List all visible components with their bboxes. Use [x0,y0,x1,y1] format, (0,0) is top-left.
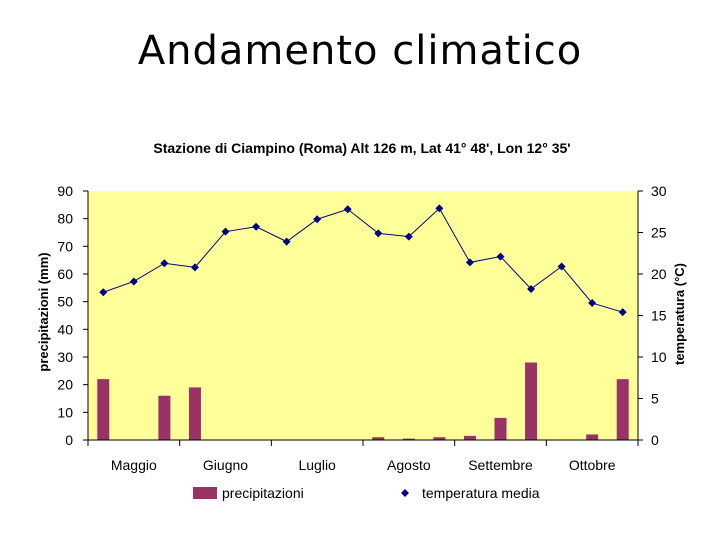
temperature-point [374,229,383,238]
precipitation-bar [158,395,171,440]
precipitation-bar [97,379,110,440]
temperature-point [190,263,199,272]
temperature-point [221,227,230,236]
y-tick-label-left: 30 [57,349,73,365]
precipitation-bar [188,387,201,440]
temperature-point [618,308,627,317]
x-tick-label: Luglio [298,457,336,473]
legend-label-precipitazioni: precipitazioni [222,485,304,501]
y-tick-label-left: 20 [57,377,73,393]
y-tick-label-right: 0 [651,432,659,448]
temperature-point [435,204,444,213]
temperature-point [343,205,352,214]
temperature-point [99,288,108,297]
x-tick-label: Maggio [111,457,157,473]
y-tick-label-right: 20 [651,266,667,282]
temperature-point [496,252,505,261]
precipitation-bar [616,379,629,440]
temperature-point [404,232,413,241]
temperature-line-path [103,207,623,313]
y-tick-label-left: 80 [57,211,73,227]
y-tick-label-right: 25 [651,225,667,241]
y-tick-label-left: 60 [57,266,73,282]
temperature-point [557,262,566,271]
plot-area [88,191,638,440]
y-tick-label-right: 10 [651,349,667,365]
precipitation-bar [463,435,476,440]
slide-title: Andamento climatico [137,28,583,74]
temperature-point [129,277,138,286]
temperature-point [252,222,261,231]
legend-swatch-precipitazioni [193,487,217,499]
temperature-point [527,284,536,293]
y-tick-label-left: 40 [57,321,73,337]
y-axis-right-label: temperatura (°C) [672,263,687,365]
x-tick-label: Settembre [468,457,533,473]
x-tick-label: Giugno [203,457,248,473]
temperature-line [99,204,627,317]
legend-label-temperatura: temperatura media [422,485,540,501]
chart-title: Stazione di Ciampino (Roma) Alt 126 m, L… [153,140,570,156]
precipitation-bar [525,362,538,440]
y-tick-label-left: 90 [57,183,73,199]
y-tick-label-right: 5 [651,391,659,407]
x-tick-label: Ottobre [569,457,616,473]
precipitation-bar [433,437,446,440]
precipitation-bar [494,417,507,440]
y-tick-label-left: 50 [57,294,73,310]
temperature-point [588,299,597,308]
legend: precipitazioni temperatura media [193,485,540,501]
temperature-point [282,237,291,246]
precipitation-bar [586,434,599,440]
tick-labels: 0 10 20 30 40 50 60 70 80 90 0 5 10 15 20 25 30 Maggio Giu… [57,183,666,473]
y-tick-label-right: 30 [651,183,667,199]
legend-marker-temperatura [401,489,409,497]
y-tick-label-left: 0 [65,432,73,448]
y-tick-label-left: 10 [57,404,73,420]
temperature-point [313,215,322,224]
y-tick-label-left: 70 [57,238,73,254]
y-tick-label-right: 15 [651,308,667,324]
temperature-point [160,259,169,268]
y-axis-left-label: precipitazioni (mm) [36,252,51,371]
temperature-point [465,258,474,267]
precipitation-bar [402,438,415,440]
axes [83,190,643,446]
x-tick-label: Agosto [387,457,431,473]
precipitation-bars [97,362,629,440]
precipitation-bar [372,437,385,440]
